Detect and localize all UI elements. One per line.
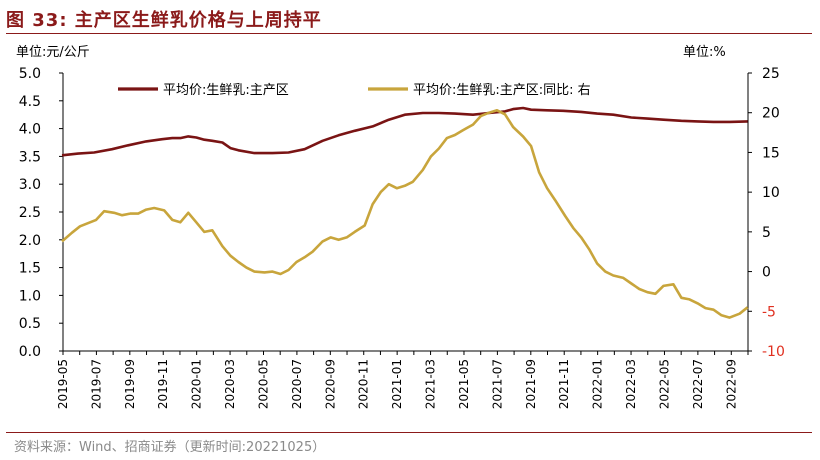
left-tick-label: 2.0 bbox=[19, 233, 41, 249]
legend-price-label: 平均价:生鲜乳:主产区 bbox=[163, 83, 289, 98]
left-tick-label: 5.0 bbox=[19, 66, 41, 82]
x-tick-label: 2020-03 bbox=[223, 359, 237, 409]
right-tick-label: 0 bbox=[762, 265, 771, 281]
x-tick-label: 2022-05 bbox=[657, 359, 671, 409]
left-tick-label: 4.5 bbox=[19, 94, 41, 110]
left-tick-label: 0.5 bbox=[19, 316, 41, 332]
footer-rule bbox=[6, 432, 812, 433]
series-layer bbox=[61, 106, 749, 319]
left-tick-label: 1.5 bbox=[19, 261, 41, 277]
left-axis-unit: 单位:元/公斤 bbox=[16, 45, 90, 60]
axis-ticks: 0.0 0.5 1.0 1.5 2.0 2.5 3.0 3.5 4.0 4.5 5.0 -10 -5 0 5… bbox=[19, 66, 785, 409]
right-tick-label: 25 bbox=[762, 66, 780, 82]
chart-title: 图 33: 主产区生鲜乳价格与上周持平 bbox=[6, 10, 322, 31]
x-tick-label: 2019-11 bbox=[156, 359, 170, 409]
x-tick-label: 2020-05 bbox=[256, 359, 270, 409]
x-tick-label: 2019-05 bbox=[56, 359, 70, 409]
x-tick-label: 2021-07 bbox=[490, 359, 504, 409]
right-tick-label: -5 bbox=[762, 304, 776, 320]
left-tick-label: 1.0 bbox=[19, 288, 41, 304]
x-tick-label: 2020-09 bbox=[323, 359, 337, 409]
x-tick-label: 2022-09 bbox=[724, 359, 738, 409]
x-tick-label: 2022-01 bbox=[591, 359, 605, 409]
left-tick-label: 3.5 bbox=[19, 149, 41, 165]
legend-yoy-label: 平均价:生鲜乳:主产区:同比: 右 bbox=[413, 83, 591, 98]
x-tick-label: 2021-03 bbox=[424, 359, 438, 409]
right-tick-label: 5 bbox=[762, 225, 771, 241]
x-tick-label: 2020-11 bbox=[357, 359, 371, 409]
x-tick-label: 2019-09 bbox=[123, 359, 137, 409]
right-tick-label: 10 bbox=[762, 185, 780, 201]
x-tick-label: 2021-05 bbox=[457, 359, 471, 409]
x-tick-label: 2020-01 bbox=[190, 359, 204, 409]
x-tick-label: 2019-07 bbox=[89, 359, 103, 409]
x-tick-label: 2022-07 bbox=[691, 359, 705, 409]
legend: 平均价:生鲜乳:主产区 平均价:生鲜乳:主产区:同比: 右 bbox=[118, 83, 591, 98]
series-price-line bbox=[61, 106, 748, 157]
x-tick-label: 2021-09 bbox=[524, 359, 538, 409]
left-tick-label: 3.0 bbox=[19, 177, 41, 193]
x-tick-label: 2020-07 bbox=[290, 359, 304, 409]
x-tick-label: 2022-03 bbox=[624, 359, 638, 409]
right-tick-label: 15 bbox=[762, 145, 780, 161]
right-tick-label: 20 bbox=[762, 106, 780, 122]
x-tick-label: 2021-11 bbox=[557, 359, 571, 409]
left-tick-label: 4.0 bbox=[19, 122, 41, 138]
series-yoy-line bbox=[61, 109, 749, 319]
left-tick-label: 0.0 bbox=[19, 344, 41, 360]
right-tick-label: -10 bbox=[762, 344, 785, 360]
title-rule bbox=[6, 33, 812, 34]
left-tick-label: 2.5 bbox=[19, 205, 41, 221]
source-note: 资料来源：Wind、招商证券（更新时间:20221025） bbox=[14, 440, 326, 455]
right-axis-unit: 单位:% bbox=[683, 45, 726, 60]
x-tick-label: 2021-01 bbox=[390, 359, 404, 409]
